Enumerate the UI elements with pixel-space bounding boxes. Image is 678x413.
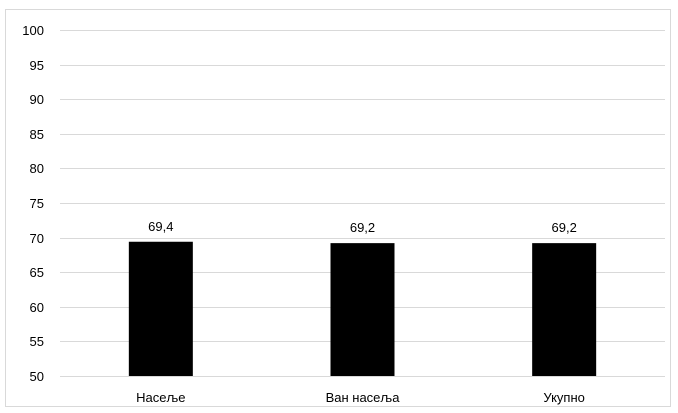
y-tick-label: 60 bbox=[30, 300, 44, 315]
bars bbox=[128, 241, 597, 376]
category-label-1: Насеље bbox=[136, 390, 185, 405]
bar-1 bbox=[128, 241, 193, 376]
bar-2 bbox=[330, 243, 395, 376]
x-axis-category-labels: Насеље Ван насеља Укупно bbox=[136, 390, 585, 405]
y-tick-label: 50 bbox=[30, 369, 44, 384]
y-tick-label: 100 bbox=[22, 23, 44, 38]
category-label-2: Ван насеља bbox=[326, 390, 401, 405]
y-tick-label: 55 bbox=[30, 334, 44, 349]
data-labels: 69,4 69,2 69,2 bbox=[148, 219, 577, 235]
bar-3 bbox=[532, 243, 597, 376]
y-tick-label: 90 bbox=[30, 92, 44, 107]
data-label-3: 69,2 bbox=[552, 220, 577, 235]
y-tick-label: 65 bbox=[30, 265, 44, 280]
data-label-1: 69,4 bbox=[148, 219, 173, 234]
y-tick-label: 85 bbox=[30, 127, 44, 142]
y-tick-label: 95 bbox=[30, 58, 44, 73]
y-tick-label: 80 bbox=[30, 161, 44, 176]
y-tick-label: 70 bbox=[30, 231, 44, 246]
data-label-2: 69,2 bbox=[350, 220, 375, 235]
y-axis-tick-labels: 50 55 60 65 70 75 80 85 90 95 100 bbox=[22, 23, 44, 384]
category-label-3: Укупно bbox=[543, 390, 584, 405]
y-tick-label: 75 bbox=[30, 196, 44, 211]
